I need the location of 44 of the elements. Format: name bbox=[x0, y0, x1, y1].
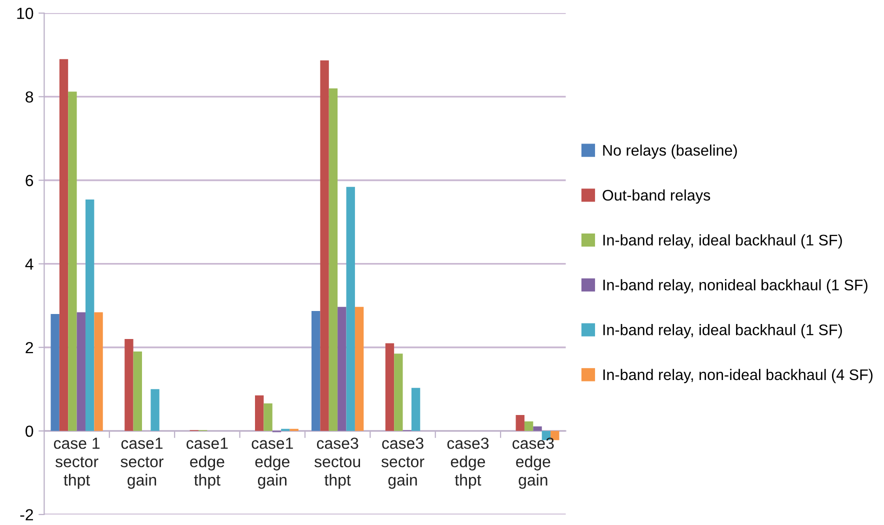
bar bbox=[124, 339, 134, 431]
bar bbox=[85, 199, 94, 431]
y-tick-label: 6 bbox=[26, 174, 34, 186]
bar bbox=[312, 311, 320, 431]
x-tick-label: case 1 sector thpt bbox=[54, 438, 100, 489]
bar bbox=[150, 389, 160, 431]
bar bbox=[68, 92, 77, 431]
bar bbox=[354, 306, 364, 431]
y-tick-label: 10 bbox=[17, 8, 34, 20]
bar bbox=[524, 421, 534, 431]
bar bbox=[533, 426, 542, 431]
bar bbox=[394, 354, 403, 431]
x-tick-label: case3 sector gain bbox=[381, 438, 424, 489]
bar bbox=[76, 312, 86, 431]
x-tick-label: case3 sectou thpt bbox=[314, 438, 360, 489]
x-tick-label: case3 edge gain bbox=[512, 438, 554, 489]
y-tick-label: 0 bbox=[26, 426, 34, 437]
legend-label: In-band relay, ideal backhaul (1 SF) bbox=[603, 234, 842, 249]
bar bbox=[59, 59, 68, 431]
y-tick-label: 4 bbox=[25, 258, 34, 270]
y-tick-label: 2 bbox=[26, 342, 33, 354]
bar bbox=[50, 314, 60, 431]
bar bbox=[346, 186, 355, 431]
y-tick-label: 8 bbox=[26, 91, 34, 103]
x-tick-label: case3 edge thpt bbox=[447, 438, 489, 489]
bar bbox=[411, 388, 420, 431]
bar bbox=[328, 88, 338, 431]
x-tick-label: case1 edge thpt bbox=[186, 438, 228, 489]
bar bbox=[264, 403, 272, 431]
bar bbox=[133, 352, 142, 431]
bar bbox=[320, 60, 329, 431]
legend-label: No relays (baseline) bbox=[603, 144, 737, 159]
bar bbox=[385, 343, 394, 431]
legend-label: In-band relay, ideal backhaul (1 SF) bbox=[603, 324, 842, 338]
bar bbox=[516, 415, 524, 431]
legend-label: Out-band relays bbox=[602, 189, 710, 204]
bar bbox=[94, 312, 103, 431]
x-tick-label: case1 sector gain bbox=[120, 438, 164, 489]
legend-label: In-band relay, nonideal backhaul (1 SF) bbox=[603, 279, 868, 294]
x-tick-label: case1 edge gain bbox=[252, 438, 293, 489]
legend-label: In-band relay, non-ideal backhaul (4 SF) bbox=[603, 368, 873, 384]
y-tick-label: -2 bbox=[20, 509, 33, 520]
bar bbox=[338, 306, 346, 431]
bar bbox=[254, 395, 264, 431]
